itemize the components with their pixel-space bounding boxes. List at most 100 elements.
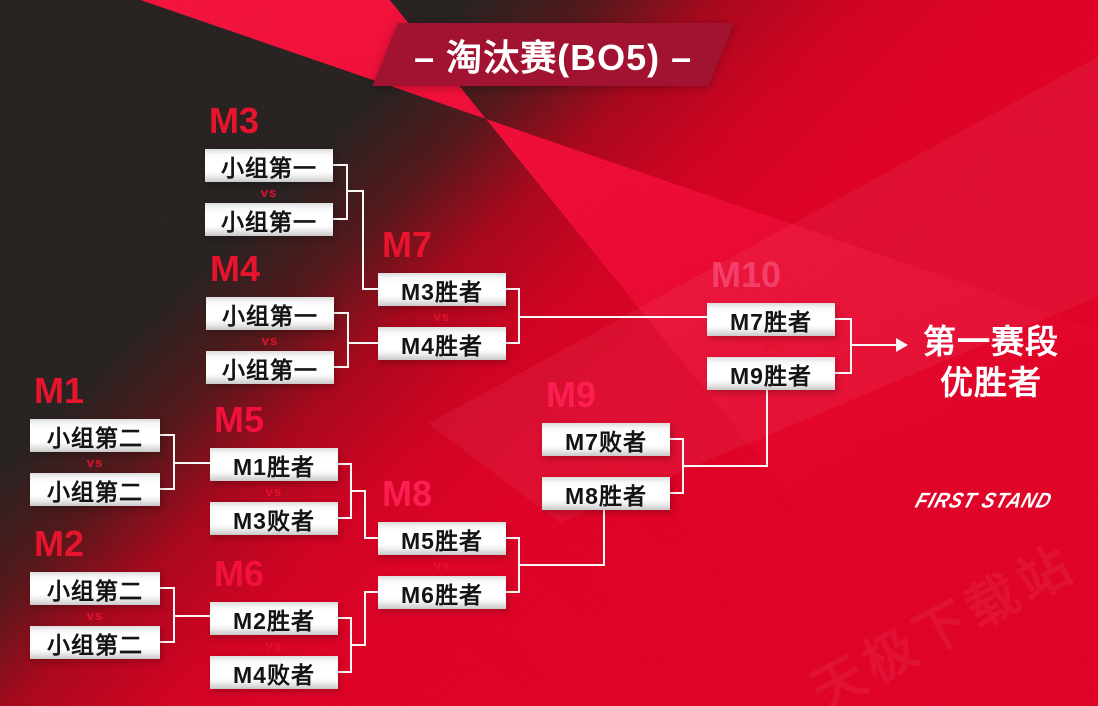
team-slot: 小组第二 <box>30 419 160 452</box>
team-slot: 小组第二 <box>30 626 160 659</box>
team-slot: 小组第一 <box>206 297 334 330</box>
team-slot-text: M6胜者 <box>401 581 483 608</box>
match-label: M10 <box>711 254 782 295</box>
team-slot: M4败者 <box>210 656 338 689</box>
connector-line <box>347 342 378 344</box>
team-slot-text: M8胜者 <box>565 482 647 509</box>
match-label: M5 <box>214 399 265 440</box>
connector-line <box>333 218 348 220</box>
connector-line <box>346 190 364 192</box>
connector-line <box>850 318 852 374</box>
team-slot-text: 小组第二 <box>47 478 143 505</box>
match-label: M4 <box>210 248 261 289</box>
stage-winner-line1: 第一赛段 <box>923 323 1059 360</box>
team-slot: M4胜者 <box>378 327 506 360</box>
team-slot: 小组第一 <box>205 149 333 182</box>
team-slot: 小组第二 <box>30 473 160 506</box>
connector-line <box>173 615 210 617</box>
connector-line <box>364 537 378 539</box>
connector-line <box>338 517 352 519</box>
team-slot-text: M4胜者 <box>401 332 483 359</box>
connector-line <box>682 465 768 467</box>
team-slot-text: M7胜者 <box>730 308 812 335</box>
stage-winner-text: 第一赛段 优胜者 <box>898 321 1084 403</box>
team-slot: M8胜者 <box>542 477 670 510</box>
stage-winner-line2: 优胜者 <box>940 364 1042 401</box>
team-slot: M2胜者 <box>210 602 338 635</box>
team-slot: M9胜者 <box>707 357 835 390</box>
connector-line <box>364 490 366 539</box>
team-slot-text: 小组第一 <box>222 356 318 383</box>
team-slot-text: M4败者 <box>233 661 315 688</box>
connector-line <box>364 591 378 593</box>
team-slot: M7胜者 <box>707 303 835 336</box>
connector-line <box>670 438 684 440</box>
connector-line <box>338 617 352 619</box>
vs-label: vs <box>433 558 451 573</box>
connector-line <box>835 372 852 374</box>
match-label: M1 <box>34 370 85 411</box>
team-slot: M3败者 <box>210 502 338 535</box>
team-slot-text: M5胜者 <box>401 527 483 554</box>
connector-line <box>518 316 707 318</box>
team-slot-text: M1胜者 <box>233 453 315 480</box>
team-slot: M1胜者 <box>210 448 338 481</box>
team-slot: M6胜者 <box>378 576 506 609</box>
team-slot-text: 小组第二 <box>47 577 143 604</box>
team-slot-text: M9胜者 <box>730 362 812 389</box>
connector-line <box>506 288 520 290</box>
first-stand-logo: FIRST STAND <box>912 489 1056 514</box>
connector-line <box>158 641 175 643</box>
team-slot-text: 小组第一 <box>222 302 318 329</box>
connector-line <box>158 434 175 436</box>
connector-line <box>338 671 352 673</box>
connector-line <box>350 644 366 646</box>
vs-label: vs <box>265 484 283 499</box>
team-slot: 小组第一 <box>206 351 334 384</box>
match-label: M6 <box>214 553 265 594</box>
team-slot-text: 小组第二 <box>47 424 143 451</box>
connector-line <box>338 463 352 465</box>
team-slot-text: M3胜者 <box>401 278 483 305</box>
connector-line <box>506 342 520 344</box>
team-slot-text: 小组第二 <box>47 631 143 658</box>
winner-arrowhead-icon <box>896 338 908 352</box>
match-label: M3 <box>209 100 260 141</box>
team-slot: M3胜者 <box>378 273 506 306</box>
connector-line <box>766 389 768 467</box>
connector-line <box>158 587 175 589</box>
winner-arrow-line <box>850 344 896 346</box>
connector-line <box>347 312 349 368</box>
vs-label: vs <box>265 638 283 653</box>
connector-line <box>158 488 175 490</box>
connector-line <box>603 509 605 566</box>
vs-label: vs <box>261 333 279 348</box>
vs-label: vs <box>433 309 451 324</box>
vs-label: vs <box>260 185 278 200</box>
match-label: M8 <box>382 473 433 514</box>
team-slot-text: M2胜者 <box>233 607 315 634</box>
title-banner: – 淘汰赛(BO5) – <box>372 23 734 86</box>
team-slot: M7败者 <box>542 423 670 456</box>
connector-line <box>364 592 366 646</box>
match-label: M2 <box>34 523 85 564</box>
team-slot-text: M7败者 <box>565 428 647 455</box>
page-title: – 淘汰赛(BO5) – <box>414 36 693 78</box>
connector-line <box>835 318 852 320</box>
connector-line <box>346 164 348 220</box>
connector-line <box>506 591 520 593</box>
team-slot: 小组第一 <box>205 203 333 236</box>
team-slot-text: 小组第一 <box>221 154 317 181</box>
connector-line <box>350 490 366 492</box>
match-label: M7 <box>382 224 433 265</box>
connector-line <box>362 190 364 290</box>
team-slot: M5胜者 <box>378 522 506 555</box>
connector-line <box>333 164 348 166</box>
team-slot: 小组第二 <box>30 572 160 605</box>
team-slot-text: 小组第一 <box>221 208 317 235</box>
connector-line <box>334 312 349 314</box>
team-slot-text: M3败者 <box>233 507 315 534</box>
connector-line <box>518 564 605 566</box>
connector-line <box>173 462 210 464</box>
